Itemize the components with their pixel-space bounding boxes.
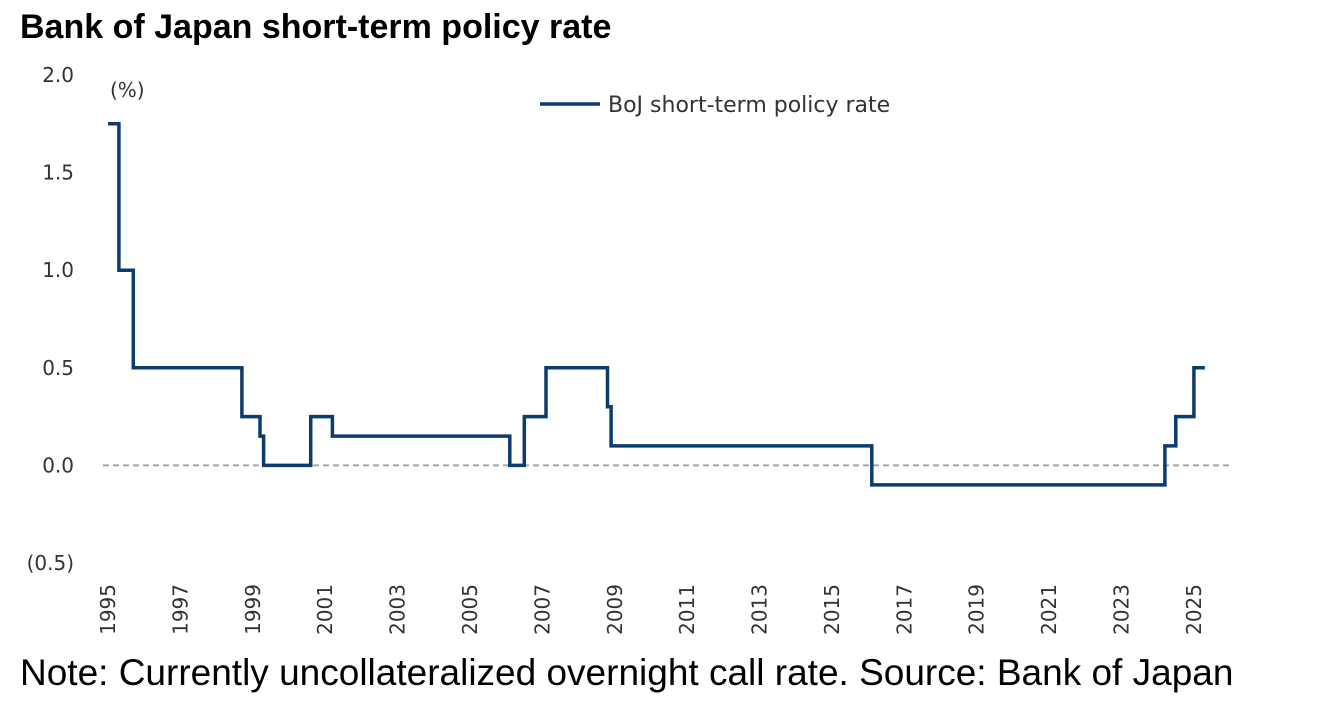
y-tick-label: 0.5 — [42, 356, 74, 380]
x-tick-label: 2009 — [603, 584, 627, 635]
x-tick-label: 2019 — [965, 584, 989, 635]
x-tick-label: 2025 — [1182, 584, 1206, 635]
y-tick-label: 1.0 — [42, 258, 74, 282]
x-tick-label: 2003 — [386, 584, 410, 635]
y-axis-unit-label: (%) — [110, 78, 145, 102]
x-axis-ticks: 1995 1997 1999 2001 2003 2005 2007 2009 2011 2013… — [96, 584, 1206, 635]
x-tick-label: 2023 — [1110, 584, 1134, 635]
series-line-policy-rate — [108, 122, 1205, 487]
x-tick-label: 1999 — [241, 584, 265, 635]
x-tick-label: 2007 — [530, 584, 554, 635]
x-tick-label: 2013 — [748, 584, 772, 635]
y-tick-label: 0.0 — [42, 453, 74, 477]
legend: BoJ short-term policy rate — [540, 93, 890, 118]
legend-label: BoJ short-term policy rate — [608, 93, 890, 118]
y-axis-ticks: 2.0 1.5 1.0 0.5 0.0 (0.5) — [27, 63, 74, 575]
y-tick-label: (0.5) — [27, 551, 74, 575]
y-tick-label: 1.5 — [42, 161, 74, 185]
x-tick-label: 1995 — [96, 584, 120, 635]
x-tick-label: 2015 — [820, 584, 844, 635]
x-tick-label: 1997 — [168, 584, 192, 635]
series-group — [108, 122, 1205, 487]
x-tick-label: 2011 — [675, 584, 699, 635]
x-tick-label: 2005 — [458, 584, 482, 635]
chart-title: Bank of Japan short-term policy rate — [20, 8, 612, 46]
footnote: Note: Currently uncollateralized overnig… — [20, 652, 1234, 693]
x-tick-label: 2017 — [892, 584, 916, 635]
x-tick-label: 2001 — [313, 584, 337, 635]
y-tick-label: 2.0 — [42, 63, 74, 87]
x-tick-label: 2021 — [1037, 584, 1061, 635]
